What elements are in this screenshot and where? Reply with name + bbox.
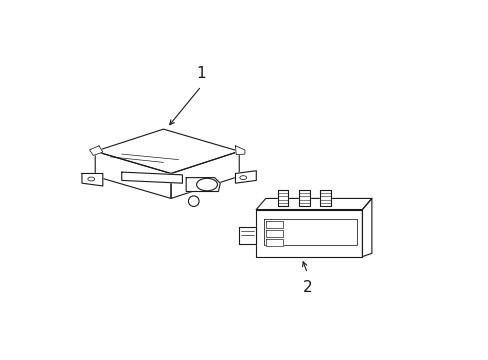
Polygon shape <box>95 129 239 174</box>
Polygon shape <box>320 190 330 206</box>
Polygon shape <box>239 227 256 244</box>
Text: 2: 2 <box>302 280 312 295</box>
Ellipse shape <box>239 176 246 180</box>
Polygon shape <box>264 219 356 245</box>
Polygon shape <box>122 172 182 183</box>
Ellipse shape <box>188 196 199 207</box>
Polygon shape <box>171 151 239 198</box>
Polygon shape <box>265 221 282 228</box>
Polygon shape <box>235 171 256 183</box>
Ellipse shape <box>88 177 95 181</box>
Polygon shape <box>256 210 362 257</box>
Polygon shape <box>256 198 371 210</box>
Polygon shape <box>89 146 102 156</box>
Polygon shape <box>95 151 171 198</box>
Polygon shape <box>277 190 288 206</box>
Text: 1: 1 <box>196 66 206 81</box>
Polygon shape <box>235 146 244 155</box>
Polygon shape <box>298 190 309 206</box>
Polygon shape <box>265 239 282 246</box>
Ellipse shape <box>196 178 217 191</box>
Polygon shape <box>82 174 102 186</box>
Polygon shape <box>362 198 371 257</box>
Polygon shape <box>186 177 220 192</box>
Polygon shape <box>265 230 282 237</box>
